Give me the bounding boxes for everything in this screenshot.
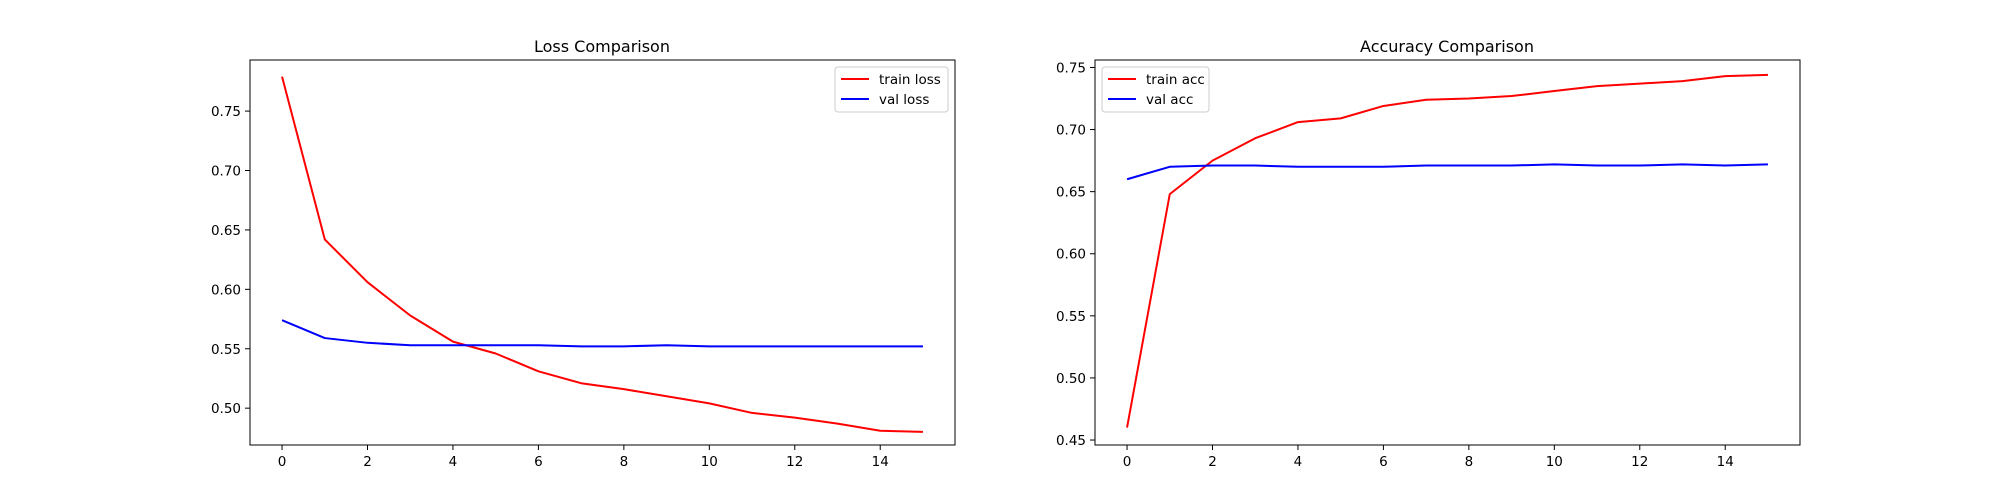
- accuracy-chart-title: Accuracy Comparison: [1360, 37, 1534, 56]
- loss-x-tick-label: 12: [786, 454, 803, 470]
- loss-series-line-train-loss: [281, 76, 923, 433]
- accuracy-legend-label-train: train acc: [1146, 72, 1205, 88]
- loss-series-line-val-loss: [281, 319, 923, 348]
- accuracy-x-tick-label: 14: [1717, 454, 1734, 470]
- accuracy-y-tick-label: 0.50: [1056, 371, 1086, 387]
- loss-y-tick-label: 0.55: [211, 342, 241, 358]
- accuracy-y-tick-label: 0.60: [1056, 247, 1086, 263]
- loss-legend: train loss val loss: [834, 66, 949, 113]
- accuracy-legend: train acc val acc: [1101, 66, 1210, 113]
- accuracy-y-tick-label: 0.70: [1056, 123, 1086, 139]
- loss-x-tick-label: 14: [872, 454, 889, 470]
- accuracy-y-tick-label: 0.65: [1056, 185, 1086, 201]
- accuracy-x-tick-label: 8: [1465, 454, 1474, 470]
- accuracy-chart: Accuracy Comparison 0 2 4 6 8 10 12 14 0.45 0.50 0…: [1056, 37, 1801, 470]
- accuracy-x-tick-label: 0: [1123, 454, 1132, 470]
- accuracy-legend-label-val: val acc: [1146, 92, 1193, 108]
- loss-x-tick-label: 6: [534, 454, 543, 470]
- loss-y-tick-label: 0.75: [211, 104, 241, 120]
- accuracy-series-line-val-acc: [1126, 163, 1768, 181]
- loss-y-tick-label: 0.70: [211, 164, 241, 180]
- accuracy-x-tick-label: 12: [1631, 454, 1648, 470]
- loss-y-tick-label: 0.50: [211, 401, 241, 417]
- accuracy-y-tick-label: 0.45: [1056, 433, 1086, 449]
- loss-x-tick-label: 8: [620, 454, 629, 470]
- loss-x-tick-label: 4: [449, 454, 458, 470]
- loss-x-tick-label: 0: [278, 454, 287, 470]
- loss-y-tick-label: 0.65: [211, 223, 241, 239]
- accuracy-x-tick-label: 2: [1208, 454, 1217, 470]
- loss-x-tick-label: 2: [363, 454, 372, 470]
- accuracy-y-tick-label: 0.55: [1056, 309, 1086, 325]
- loss-y-tick-label: 0.60: [211, 282, 241, 298]
- loss-chart: Loss Comparison 0 2 4 6 8 10 12 14 0.50 0.55 0.60 0…: [211, 37, 956, 470]
- accuracy-x-tick-label: 4: [1294, 454, 1303, 470]
- loss-legend-label-train: train loss: [879, 72, 941, 88]
- accuracy-x-tick-label: 10: [1546, 454, 1563, 470]
- accuracy-y-tick-label: 0.75: [1056, 60, 1086, 76]
- accuracy-x-tick-label: 6: [1379, 454, 1388, 470]
- loss-chart-title: Loss Comparison: [534, 37, 670, 56]
- accuracy-series-line-train-acc: [1126, 73, 1768, 428]
- loss-legend-label-val: val loss: [879, 92, 929, 108]
- loss-x-tick-label: 10: [701, 454, 718, 470]
- accuracy-plot-frame: [1094, 59, 1801, 446]
- loss-plot-frame: [249, 59, 956, 446]
